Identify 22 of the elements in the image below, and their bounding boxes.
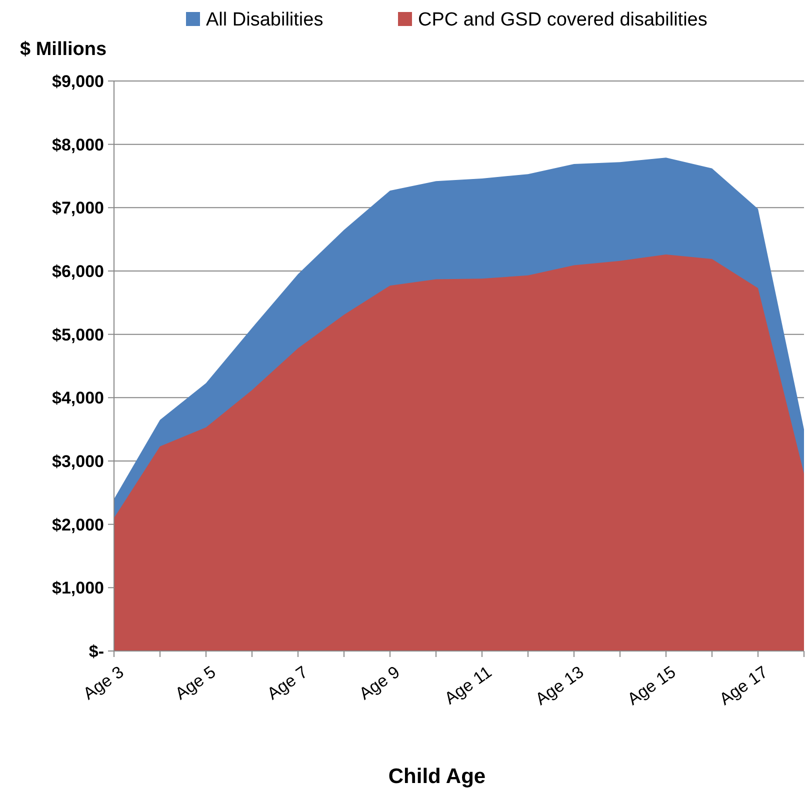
x-tick-label: Age 7 xyxy=(264,662,312,704)
x-tick-label: Age 5 xyxy=(172,662,220,704)
y-axis-title: $ Millions xyxy=(20,39,107,60)
x-tick-label: Age 13 xyxy=(532,662,588,709)
y-tick-label: $1,000 xyxy=(52,578,104,598)
y-tick-label: $5,000 xyxy=(52,325,104,344)
x-tick-label: Age 15 xyxy=(624,662,680,709)
y-tick-label: $2,000 xyxy=(52,515,104,534)
y-tick-label: $8,000 xyxy=(52,135,104,154)
x-tick-label: Age 3 xyxy=(80,662,128,704)
y-tick-label: $3,000 xyxy=(52,452,104,471)
legend-label: CPC and GSD covered disabilities xyxy=(418,10,708,31)
y-tick-label: $- xyxy=(88,642,104,661)
x-tick-label: Age 9 xyxy=(356,662,404,704)
x-axis-title: Child Age xyxy=(388,765,486,788)
legend-label: All Disabilities xyxy=(206,10,324,31)
x-tick-label: Age 17 xyxy=(716,662,772,709)
y-tick-label: $6,000 xyxy=(52,262,104,281)
x-tick-label: Age 11 xyxy=(441,662,496,708)
y-tick-label: $7,000 xyxy=(52,198,104,218)
y-tick-label: $9,000 xyxy=(52,72,104,91)
y-tick-label: $4,000 xyxy=(52,388,104,408)
